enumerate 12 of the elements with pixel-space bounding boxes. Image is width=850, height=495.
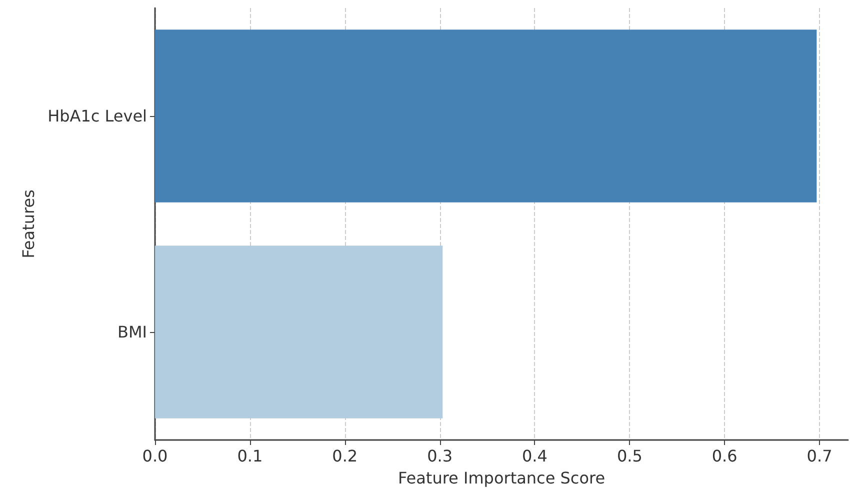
x-tick-label: 0.5 — [616, 446, 642, 466]
x-tick-label: 0.7 — [806, 446, 832, 466]
y-tick-label: HbA1c Level — [48, 106, 147, 126]
x-tick-label: 0.3 — [427, 446, 453, 466]
x-tick-label: 0.4 — [522, 446, 548, 466]
x-tick-label: 0.1 — [237, 446, 263, 466]
x-tick-label: 0.0 — [142, 446, 168, 466]
y-axis-title: Features — [19, 190, 38, 258]
y-tick-label: BMI — [118, 322, 147, 342]
x-tick-label: 0.2 — [332, 446, 358, 466]
x-tick-label: 0.6 — [712, 446, 738, 466]
x-axis-title: Feature Importance Score — [398, 468, 606, 488]
